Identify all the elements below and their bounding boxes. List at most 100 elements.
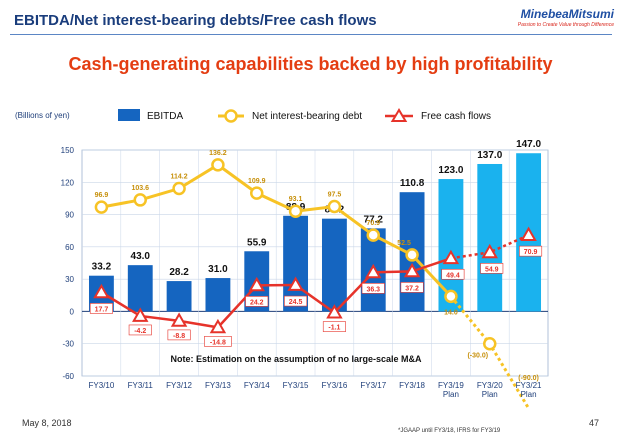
debt-marker (366, 228, 380, 242)
fcf-marker (481, 243, 498, 259)
y-axis-unit-label: (Billions of yen) (15, 111, 70, 120)
debt-value-label: 96.9 (95, 192, 109, 199)
fcf-value-label: 17.7 (95, 306, 109, 313)
fcf-marker (248, 276, 265, 292)
fcf-label-box (167, 329, 191, 341)
page-number: 47 (589, 418, 600, 428)
x-category-label: FY3/14 (244, 381, 270, 390)
ebitda-value-label: 123.0 (438, 165, 463, 176)
legend-debt-marker (224, 109, 238, 123)
fcf-marker (442, 249, 460, 265)
debt-value-label: 70.9 (366, 220, 380, 227)
x-category-label: Plan (482, 390, 498, 399)
fcf-label-box (89, 303, 113, 314)
fcf-marker (93, 283, 110, 299)
debt-marker (288, 204, 303, 218)
debt-value-label: (-90.0) (518, 375, 539, 382)
ebitda-value-label: 28.2 (169, 267, 189, 278)
fcf-value-label: -1.1 (328, 325, 340, 332)
fcf-label-box (322, 321, 346, 332)
ebitda-value-label: 55.9 (247, 237, 267, 248)
fcf-value-label: 24.2 (250, 299, 264, 306)
ebitda-value-label: 147.0 (516, 139, 541, 150)
y-tick-label: 0 (70, 307, 75, 316)
ebitda-bar (321, 218, 347, 312)
x-category-label: FY3/20 (477, 381, 503, 390)
brand-tagline: Passion to Create Value through Differen… (517, 22, 614, 28)
x-category-label: FY3/16 (322, 381, 348, 390)
ebitda-value-label: 137.0 (477, 150, 502, 161)
ebitda-bar (205, 278, 231, 312)
x-category-label: FY3/10 (89, 381, 115, 390)
fcf-marker (132, 307, 149, 322)
fcf-value-label: 24.5 (289, 299, 303, 306)
fcf-label-box (128, 324, 152, 336)
fcf-label-box (400, 282, 424, 293)
fcf-value-label: 37.2 (405, 285, 419, 292)
ebitda-value-label: 33.2 (92, 262, 112, 273)
legend-ebitda-label: EBITDA (147, 111, 183, 122)
fcf-marker (170, 312, 188, 327)
legend-ebitda-swatch (118, 109, 140, 121)
debt-marker (250, 186, 264, 200)
fcf-value-label: 49.4 (446, 272, 460, 279)
brand-logo: MinebeaMitsumi Passion to Create Value t… (492, 7, 614, 28)
x-category-label: FY3/15 (283, 381, 309, 390)
brand-name: MinebeaMitsumi (520, 7, 614, 21)
fcf-label-box (519, 245, 543, 257)
x-category-label: Plan (521, 390, 537, 399)
fcf-value-label: -4.2 (134, 328, 146, 335)
fcf-label-box (245, 296, 269, 307)
ebitda-value-label: 110.8 (400, 178, 425, 189)
ebitda-bar (477, 163, 503, 312)
fcf-label-box (284, 295, 308, 307)
fcf-plan-line (450, 233, 530, 260)
debt-line (101, 163, 453, 298)
x-category-label: FY3/17 (360, 381, 386, 390)
debt-marker (405, 248, 419, 262)
debt-value-label: 97.5 (328, 192, 342, 199)
fcf-value-label: -8.8 (173, 333, 185, 340)
ebitda-value-label: 31.0 (208, 264, 228, 275)
x-category-label: FY3/19 (438, 381, 464, 390)
slide-subtitle: Cash-generating capabilities backed by h… (68, 54, 553, 74)
footer-date: May 8, 2018 (22, 418, 72, 428)
debt-marker (444, 289, 458, 304)
fcf-label-box (204, 336, 232, 347)
debt-marker (211, 158, 225, 172)
legend-fcf-label: Free cash flows (421, 111, 491, 122)
debt-value-label: 14.0 (444, 309, 458, 316)
y-tick-label: -60 (62, 372, 74, 381)
y-tick-label: -30 (62, 340, 74, 349)
debt-marker (172, 181, 186, 196)
debt-marker (483, 336, 497, 351)
debt-value-label: 109.9 (248, 178, 266, 185)
y-tick-label: 90 (65, 211, 74, 220)
y-tick-label: 30 (65, 275, 74, 284)
estimation-note: Note: Estimation on the assumption of no… (170, 354, 422, 364)
y-tick-label: 150 (61, 146, 75, 155)
legend-debt-label: Net interest-bearing debt (252, 111, 362, 122)
debt-value-label: 136.2 (209, 150, 227, 157)
header-rule (10, 34, 612, 35)
fcf-label-box (361, 283, 385, 294)
debt-value-label: 52.5 (397, 240, 411, 247)
ebitda-bar (283, 215, 309, 312)
fcf-label-box (480, 263, 504, 274)
fcf-value-label: -14.8 (210, 339, 226, 346)
y-tick-label: 120 (61, 178, 75, 187)
x-category-label: FY3/13 (205, 381, 231, 390)
debt-marker (133, 193, 147, 207)
fcf-marker (403, 262, 421, 278)
fcf-marker (326, 304, 343, 319)
debt-value-label: (-30.0) (467, 353, 488, 360)
x-category-label: Plan (443, 390, 459, 399)
fcf-line (100, 257, 452, 329)
fcf-marker (209, 318, 227, 334)
legend-fcf-marker (390, 108, 408, 122)
debt-marker (94, 200, 109, 214)
fcf-marker (520, 226, 537, 242)
ebitda-value-label: 77.2 (364, 214, 384, 225)
page-title: EBITDA/Net interest-bearing debts/Free c… (14, 12, 377, 29)
